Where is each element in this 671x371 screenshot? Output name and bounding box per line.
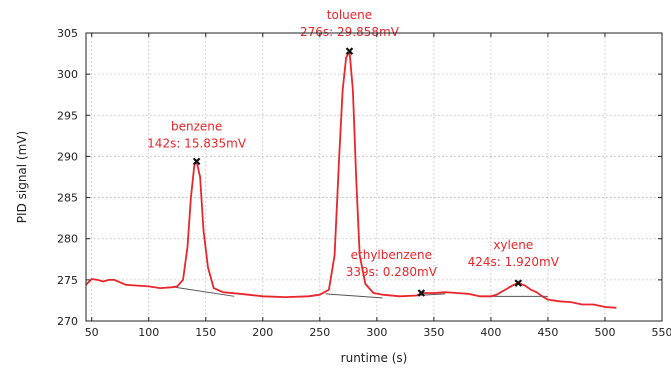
- peak-marker-stroke: [192, 157, 201, 166]
- peak-marker-stroke: [345, 47, 354, 55]
- plot-frame: [85, 32, 663, 322]
- x-tick-label: 450: [537, 326, 558, 339]
- peak-value-label: 142s: 15.835mV: [147, 136, 247, 150]
- peak-marker: [192, 157, 201, 166]
- y-tick-label: 275: [57, 274, 78, 287]
- peak-name-label: benzene: [171, 119, 222, 133]
- peak-marker: [514, 279, 523, 287]
- peak-baseline: [174, 286, 235, 297]
- peak-annotations: benzene 142s: 15.835mV toluene 276s: 29.858…: [147, 8, 560, 279]
- signal-line: [85, 50, 617, 309]
- x-tick-label: 350: [423, 326, 444, 339]
- axis-ticks: 50 100 150 200 250 300 350 400 450 500 550 270 275 28…: [57, 27, 671, 339]
- peak-marker-stroke: [417, 289, 426, 297]
- y-tick-label: 300: [57, 68, 78, 81]
- peak-marker: [345, 47, 354, 55]
- x-tick-label: 550: [652, 326, 671, 339]
- y-tick-label: 290: [57, 150, 78, 163]
- peak-marker: [417, 289, 426, 297]
- x-tick-label: 50: [85, 326, 99, 339]
- y-axis-label: PID signal (mV): [15, 131, 29, 223]
- y-tick-label: 270: [57, 315, 78, 328]
- peak-value-label: 339s: 0.280mV: [346, 265, 438, 279]
- y-tick-label: 305: [57, 27, 78, 40]
- x-tick-label: 500: [594, 326, 615, 339]
- peak-markers: [192, 47, 523, 297]
- peak-marker-stroke: [514, 279, 523, 287]
- y-tick-label: 280: [57, 233, 78, 246]
- x-axis-label: runtime (s): [341, 351, 408, 365]
- peak-name-label: toluene: [327, 8, 372, 22]
- x-tick-label: 150: [195, 326, 216, 339]
- y-tick-label: 285: [57, 192, 78, 205]
- peak-value-label: 276s: 29.858mV: [300, 25, 400, 39]
- x-tick-label: 100: [138, 326, 159, 339]
- signal-series: [85, 50, 617, 309]
- x-tick-label: 400: [480, 326, 501, 339]
- x-tick-label: 300: [366, 326, 387, 339]
- peak-value-label: 424s: 1.920mV: [468, 255, 560, 269]
- peak-name-label: xylene: [493, 238, 533, 252]
- x-tick-label: 250: [309, 326, 330, 339]
- x-tick-label: 200: [252, 326, 273, 339]
- peak-name-label: ethylbenzene: [351, 248, 432, 262]
- peak-baseline: [325, 293, 383, 299]
- y-tick-label: 295: [57, 109, 78, 122]
